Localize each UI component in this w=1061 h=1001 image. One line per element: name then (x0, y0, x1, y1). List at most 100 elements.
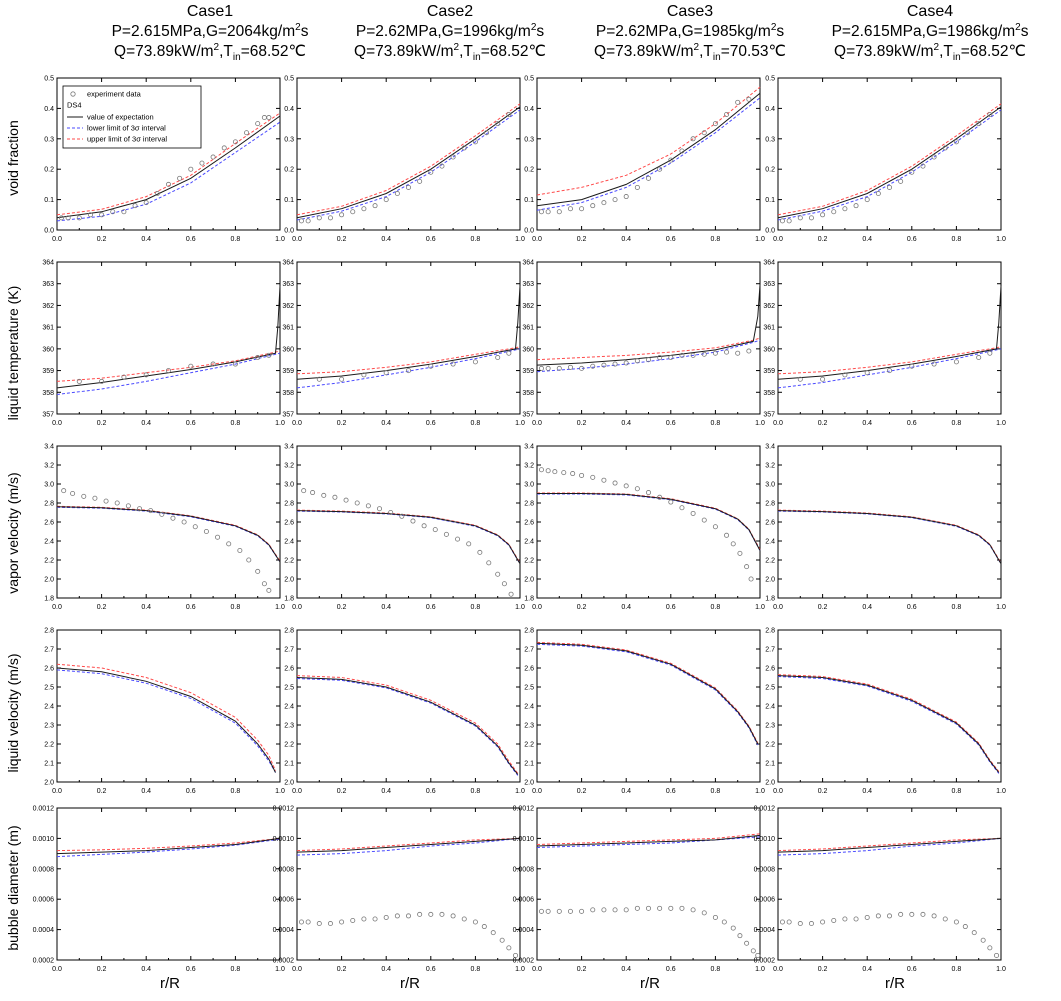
y-tick-label: 0.1 (524, 197, 534, 204)
x-tick-label: 0.6 (426, 788, 436, 795)
experiment-point (820, 919, 826, 925)
experiment-point (690, 136, 696, 142)
y-tick-label: 2.4 (765, 539, 775, 546)
x-tick-label: 0.0 (292, 604, 302, 611)
experiment-point (237, 548, 243, 554)
x-tick-label: 0.0 (52, 604, 62, 611)
y-tick-label: 3.4 (44, 444, 54, 451)
experiment-point (210, 361, 216, 367)
experiment-point (92, 495, 98, 501)
y-tick-label: 361 (282, 325, 294, 332)
experiment-point (495, 121, 501, 127)
series-upper-limit (296, 346, 521, 375)
experiment-point (942, 145, 948, 151)
y-tick-label: 3.0 (524, 482, 534, 489)
case-heat-flux: Q=73.89kW/m (834, 43, 934, 60)
experiment-point (735, 350, 741, 356)
experiment-point (87, 212, 93, 218)
experiment-point (612, 480, 618, 486)
series-expectation (56, 837, 281, 855)
x-tick-label: 0.4 (862, 966, 872, 973)
y-tick-label: 2.3 (284, 723, 294, 730)
x-tick-label: 0.8 (711, 236, 721, 243)
y-tick-label: 2.6 (765, 666, 775, 673)
experiment-point (746, 96, 752, 102)
x-tick-label: 0.4 (862, 420, 872, 427)
series-expectation (777, 510, 1002, 565)
experiment-point (439, 163, 445, 169)
y-tick-label: 0.0004 (513, 927, 535, 934)
experiment-point (634, 358, 640, 364)
experiment-point (394, 913, 400, 919)
experiment-point (690, 510, 696, 516)
series-expectation (777, 675, 1000, 773)
x-tick-label: 1.0 (755, 604, 765, 611)
y-tick-label: 0.3 (284, 136, 294, 143)
x-tick-label: 0.0 (773, 236, 783, 243)
x-tick-label: 0.0 (52, 236, 62, 243)
y-tick-label: 2.2 (44, 558, 54, 565)
experiment-point (953, 139, 959, 145)
experiment-point (495, 571, 501, 577)
plot-frame (296, 261, 521, 415)
x-tick-label: 0.0 (532, 966, 542, 973)
experiment-point (668, 157, 674, 163)
unit-end: s (536, 23, 545, 40)
experiment-point (417, 911, 423, 917)
y-tick-label: 2.3 (44, 723, 54, 730)
series-upper-limit (56, 112, 281, 216)
x-tick-label: 0.4 (862, 236, 872, 243)
plot-frame (777, 629, 1002, 783)
unit-sup: 2 (530, 21, 537, 33)
experiment-point (909, 363, 915, 369)
experiment-point (590, 363, 596, 369)
x-tick-label: 0.4 (381, 236, 391, 243)
experiment-point (786, 218, 792, 224)
experiment-point (388, 509, 394, 515)
case-heat-flux: Q=73.89kW/m (354, 43, 454, 60)
unit-sup: 2 (295, 21, 301, 33)
y-tick-label: 2.7 (284, 647, 294, 654)
y-tick-label: 2.6 (524, 520, 534, 527)
y-tick-label: 362 (522, 303, 534, 310)
experiment-point (226, 541, 232, 547)
experiment-point (99, 378, 105, 384)
experiment-point (898, 178, 904, 184)
experiment-point (545, 468, 551, 474)
experiment-point (570, 471, 576, 477)
series-lower-limit (777, 510, 1002, 565)
experiment-point (971, 930, 977, 936)
x-tick-label: 0.8 (471, 236, 481, 243)
series-lower-limit (56, 121, 281, 222)
experiment-point (808, 921, 814, 927)
experiment-point (354, 500, 360, 506)
x-tick-label: 0.6 (426, 236, 436, 243)
y-tick-label: 2.4 (765, 704, 775, 711)
x-tick-label: 0.4 (141, 604, 151, 611)
experiment-point (365, 503, 371, 509)
experiment-point (831, 209, 837, 215)
x-tick-label: 0.4 (141, 420, 151, 427)
experiment-point (428, 911, 434, 917)
experiment-point (538, 365, 544, 371)
series-lower-limit (536, 339, 761, 373)
y-tick-label: 0.0 (284, 228, 294, 235)
y-tick-label: 0.0012 (754, 806, 776, 813)
y-tick-label: 362 (282, 303, 294, 310)
plot-frame (777, 445, 1002, 599)
plot-frame (56, 629, 281, 783)
x-tick-label: 0.4 (381, 604, 391, 611)
y-tick-label: 2.0 (284, 577, 294, 584)
series-upper-limit (537, 492, 761, 550)
experiment-point (103, 498, 109, 504)
x-tick-label: 1.0 (515, 604, 525, 611)
experiment-point (210, 154, 216, 160)
x-tick-label: 0.4 (621, 966, 631, 973)
experiment-point (556, 209, 562, 215)
experiment-point (137, 506, 143, 512)
series-upper-limit (536, 833, 761, 845)
y-tick-label: 0.0008 (513, 866, 535, 873)
experiment-point (545, 365, 551, 371)
y-tick-label: 0.0 (765, 228, 775, 235)
